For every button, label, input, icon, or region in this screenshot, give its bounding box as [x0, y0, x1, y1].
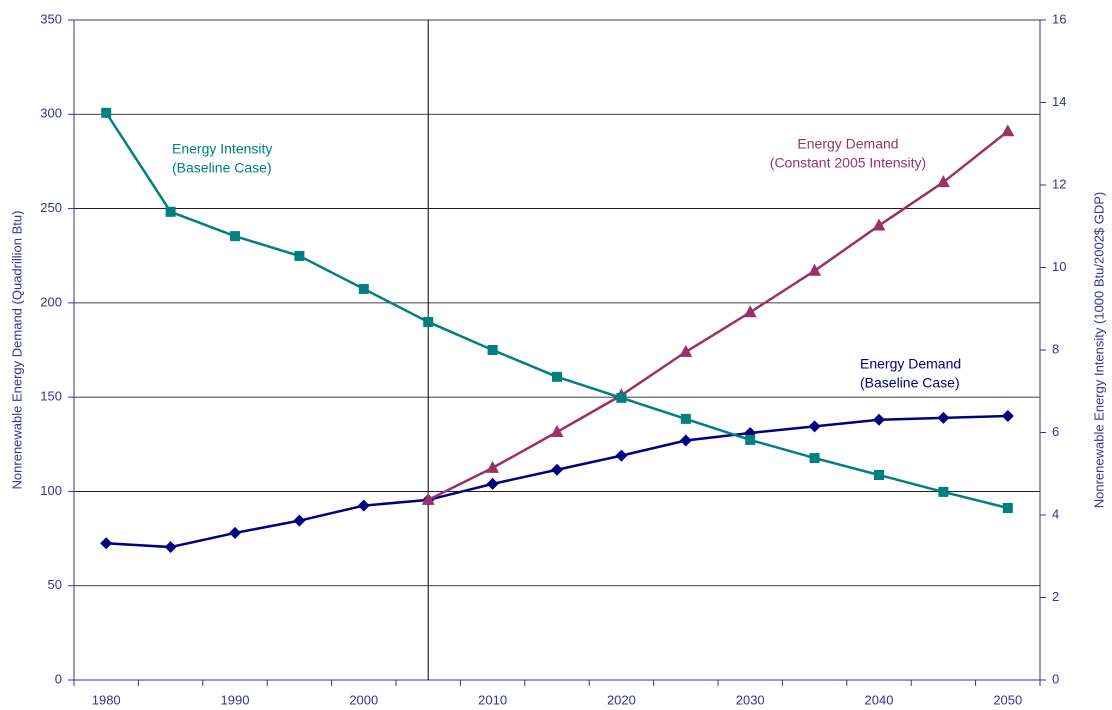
point [937, 411, 950, 424]
point [101, 107, 112, 118]
point [873, 413, 885, 426]
series-line [427, 130, 1009, 502]
point [1001, 410, 1014, 422]
point [357, 499, 370, 512]
point [293, 514, 306, 527]
y-axis-label: Nonrenewable Energy Demand (Quadrillion … [9, 211, 24, 490]
point [358, 283, 369, 294]
x-tick-label: 2050 [993, 692, 1022, 707]
point [936, 175, 950, 188]
y2-tick-label: 2 [1052, 589, 1059, 604]
point [487, 345, 498, 355]
point [743, 305, 757, 318]
series-label: (Baseline Case) [860, 375, 960, 391]
x-tick-label: 2040 [865, 692, 894, 707]
y2-tick-label: 4 [1052, 506, 1059, 521]
series-label: Energy Demand [797, 136, 898, 152]
point [1001, 124, 1015, 137]
point [551, 463, 563, 476]
point [229, 526, 241, 539]
series-label: (Baseline Case) [172, 160, 272, 176]
point [809, 453, 820, 464]
y2-tick-label: 0 [1052, 671, 1059, 686]
y2-tick-label: 6 [1052, 424, 1059, 439]
x-tick-label: 1980 [92, 692, 121, 707]
point [679, 434, 692, 447]
point [680, 413, 691, 424]
point [1002, 502, 1013, 513]
point [230, 231, 240, 242]
y2-tick-label: 16 [1052, 11, 1066, 26]
x-tick-label: 2020 [607, 692, 636, 707]
y-tick-label: 200 [40, 294, 62, 309]
point [808, 263, 822, 276]
point [294, 250, 305, 261]
y-tick-label: 300 [40, 106, 62, 121]
x-tick-label: 2010 [478, 692, 507, 707]
y2-tick-label: 12 [1052, 176, 1066, 191]
point [679, 344, 693, 357]
y-tick-label: 150 [40, 389, 62, 404]
y2-tick-label: 10 [1052, 259, 1066, 274]
point [486, 477, 499, 490]
y-tick-label: 350 [40, 11, 62, 26]
point [616, 392, 627, 403]
point [552, 371, 562, 382]
point [164, 541, 177, 554]
point [745, 434, 756, 445]
point [938, 486, 949, 497]
point [808, 420, 821, 433]
y-tick-label: 250 [40, 200, 62, 215]
point [872, 218, 886, 231]
series-label: Energy Intensity [172, 141, 272, 157]
y2-tick-label: 8 [1052, 341, 1059, 356]
x-tick-label: 2030 [736, 692, 765, 707]
y-tick-label: 50 [48, 577, 62, 592]
series-label: Energy Demand [860, 356, 961, 372]
y2-axis-label: Nonrenewable Energy Intensity (1000 Btu/… [1091, 192, 1106, 509]
point [421, 492, 435, 505]
point [423, 316, 434, 327]
point [615, 449, 628, 462]
point [100, 537, 113, 550]
x-tick-label: 1990 [221, 692, 250, 707]
y-tick-label: 100 [40, 483, 62, 498]
x-tick-label: 2000 [349, 692, 378, 707]
series-label: (Constant 2005 Intensity) [770, 155, 926, 171]
y2-tick-label: 14 [1052, 94, 1066, 109]
y-tick-label: 0 [55, 671, 62, 686]
point [165, 206, 176, 217]
point [550, 425, 564, 438]
point [486, 460, 500, 473]
point [874, 469, 884, 480]
